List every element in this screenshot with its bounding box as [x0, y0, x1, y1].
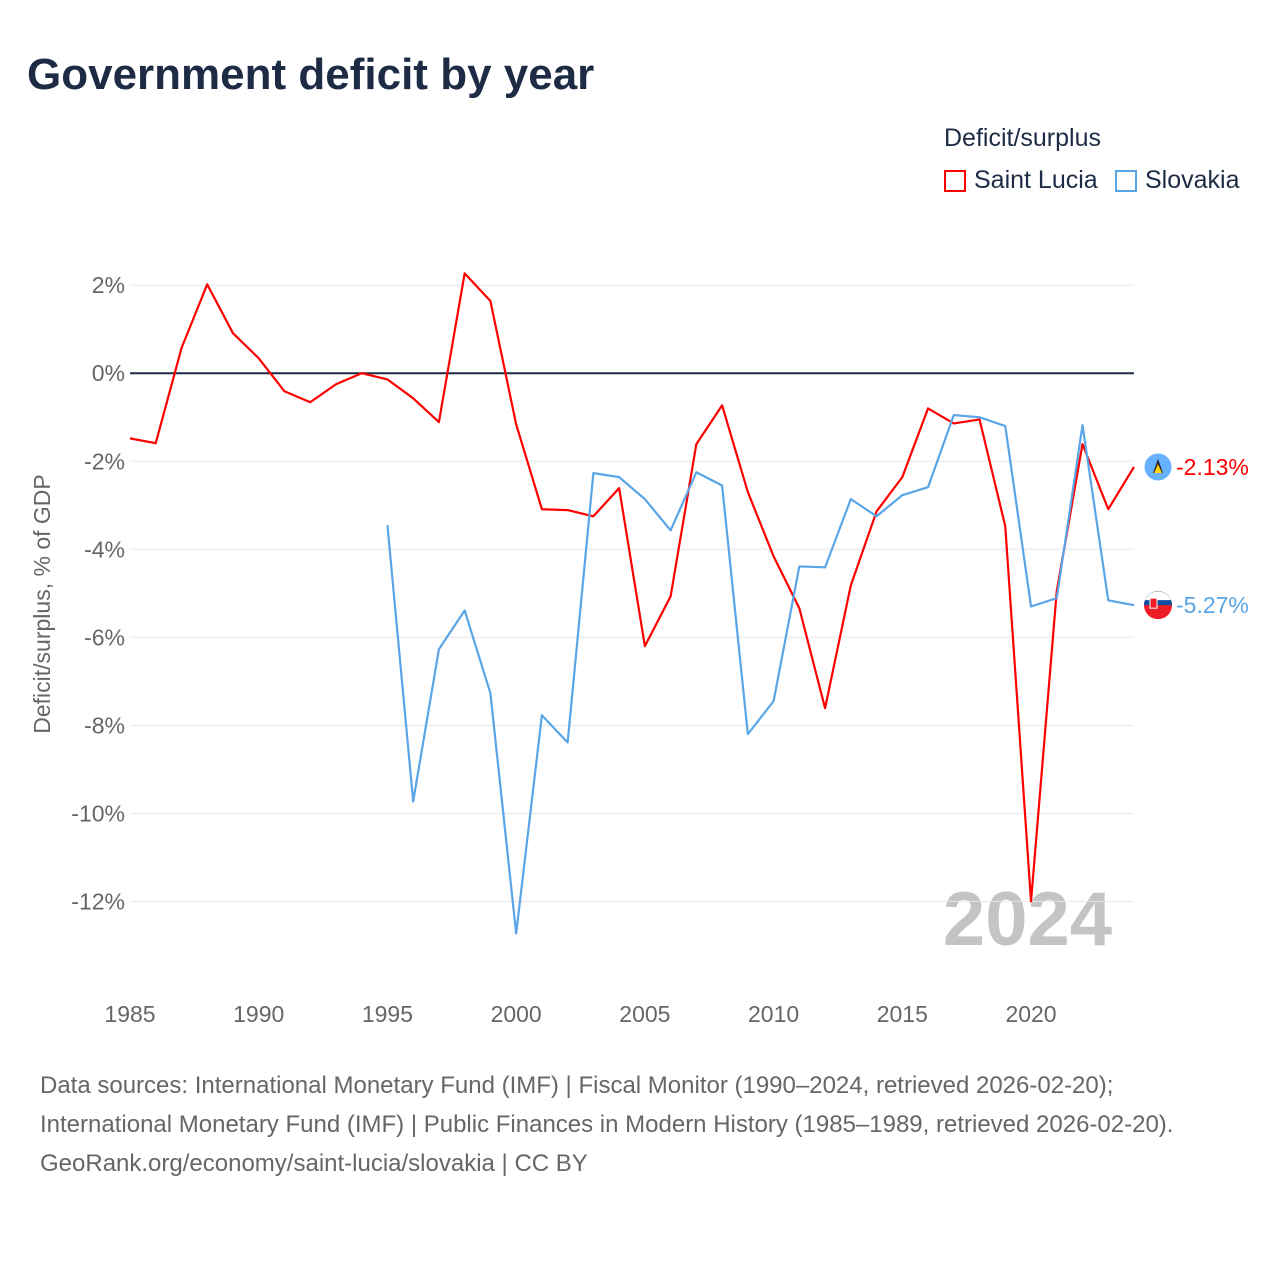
- x-tick-label: 2015: [877, 1001, 928, 1027]
- data-sources: Data sources: International Monetary Fun…: [40, 1072, 1174, 1138]
- y-tick-label: -2%: [84, 448, 125, 474]
- chart-title: Government deficit by year: [27, 50, 595, 99]
- y-tick-label: -8%: [84, 712, 125, 738]
- flag-band: [1145, 591, 1171, 601]
- legend-item-slovakia[interactable]: Slovakia: [1115, 166, 1240, 195]
- y-tick-label: 0%: [92, 360, 125, 386]
- series-line-slovakia: [386, 413, 1135, 935]
- y-tick-label: -10%: [71, 800, 125, 826]
- x-tick-label: 2020: [1005, 1001, 1056, 1027]
- x-tick-label: 1985: [104, 1001, 155, 1027]
- y-tick-label: 2%: [92, 272, 125, 298]
- x-tick-label: 1995: [362, 1001, 413, 1027]
- credit-link[interactable]: GeoRank.org/economy/saint-lucia/slovakia…: [40, 1150, 588, 1177]
- legend-item-saint-lucia[interactable]: Saint Lucia: [944, 166, 1098, 195]
- x-tick-label: 2000: [491, 1001, 542, 1027]
- y-axis-label: Deficit/surplus, % of GDP: [29, 474, 55, 733]
- flag-triangle: [1154, 463, 1162, 473]
- footer: Data sources: International Monetary Fun…: [40, 1066, 1240, 1183]
- y-tick-label: -6%: [84, 624, 125, 650]
- legend-title: Deficit/surplus: [944, 124, 1101, 152]
- y-tick-label: -4%: [84, 536, 125, 562]
- x-tick-label: 2010: [748, 1001, 799, 1027]
- y-tick-label: -12%: [71, 888, 125, 914]
- end-value-label-saint-lucia: -2.13%: [1176, 454, 1249, 480]
- legend-swatch-saint-lucia: [944, 169, 966, 192]
- year-watermark: 2024: [943, 877, 1112, 962]
- legend-label: Slovakia: [1145, 166, 1240, 194]
- legend-label: Saint Lucia: [974, 166, 1098, 194]
- flag-emblem: [1149, 597, 1158, 609]
- end-value-label-slovakia: -5.27%: [1176, 592, 1249, 618]
- legend-swatch-slovakia: [1115, 169, 1137, 192]
- x-tick-label: 2005: [619, 1001, 670, 1027]
- series-line-saint-lucia: [129, 272, 1135, 903]
- x-tick-label: 1990: [233, 1001, 284, 1027]
